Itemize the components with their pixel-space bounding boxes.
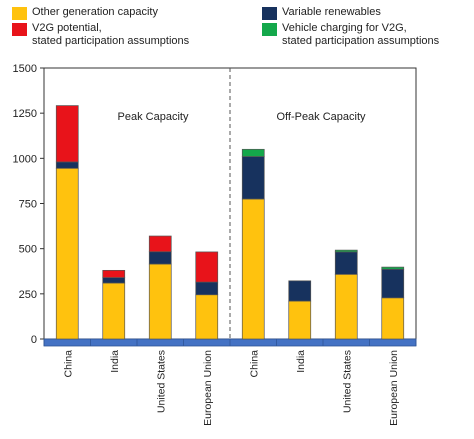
x-category-label: India: [109, 350, 121, 373]
legend-swatch-charging: [262, 23, 277, 36]
x-category-label: United States: [155, 350, 167, 413]
legend-swatch-v2g: [12, 23, 27, 36]
legend-label-v2g-line2: stated participation assumptions: [32, 35, 190, 47]
y-tick-label: 1000: [13, 153, 37, 165]
bar-segment: [334, 273, 358, 340]
bar-segment: [102, 277, 126, 284]
bar-segment: [381, 268, 405, 299]
y-tick-label: 1250: [13, 108, 37, 120]
y-tick-label: 500: [19, 244, 37, 256]
legend-label-charging-line2: stated participation assumptions: [282, 35, 440, 47]
x-category-label: China: [62, 350, 74, 378]
bar-segment: [148, 263, 172, 340]
bar-segment: [55, 167, 79, 340]
bar-segment: [195, 294, 219, 340]
x-category-label: China: [248, 350, 260, 378]
bar-segment: [241, 198, 265, 340]
bar-segment: [288, 300, 312, 340]
bar-segment: [288, 280, 312, 302]
legend-label-renewables: Variable renewables: [282, 6, 381, 18]
legend-label-other: Other generation capacity: [32, 6, 158, 18]
y-tick-label: 1500: [13, 63, 37, 75]
legend-label-v2g-line1: V2G potential,: [32, 22, 102, 34]
bar-segment: [241, 156, 265, 200]
bar-segment: [334, 249, 358, 253]
bar-segment: [195, 251, 219, 283]
legend-swatch-renewables: [262, 7, 277, 20]
bar-segment: [148, 235, 172, 253]
panel-label-peak: Peak Capacity: [118, 111, 189, 123]
legend-swatch-other: [12, 7, 27, 20]
x-category-label: European Union: [202, 350, 214, 426]
bar-segment: [381, 266, 405, 270]
bar-segment: [102, 282, 126, 340]
bar-segment: [241, 148, 265, 157]
bar-segment: [102, 269, 126, 278]
x-category-label: United States: [341, 350, 353, 413]
y-tick-label: 250: [19, 289, 37, 301]
y-tick-label: 0: [31, 334, 37, 346]
legend-label-charging-line1: Vehicle charging for V2G,: [282, 22, 407, 34]
y-tick-label: 750: [19, 199, 37, 211]
panel-label-off-peak: Off-Peak Capacity: [276, 111, 366, 123]
bar-segment: [55, 105, 79, 163]
bar-segment: [381, 297, 405, 340]
bar-segment: [148, 251, 172, 265]
bar-segment: [195, 281, 219, 296]
x-category-label: European Union: [388, 350, 400, 426]
bar-segment: [334, 251, 358, 275]
bar-segment: [55, 161, 79, 169]
x-category-label: India: [295, 350, 307, 373]
